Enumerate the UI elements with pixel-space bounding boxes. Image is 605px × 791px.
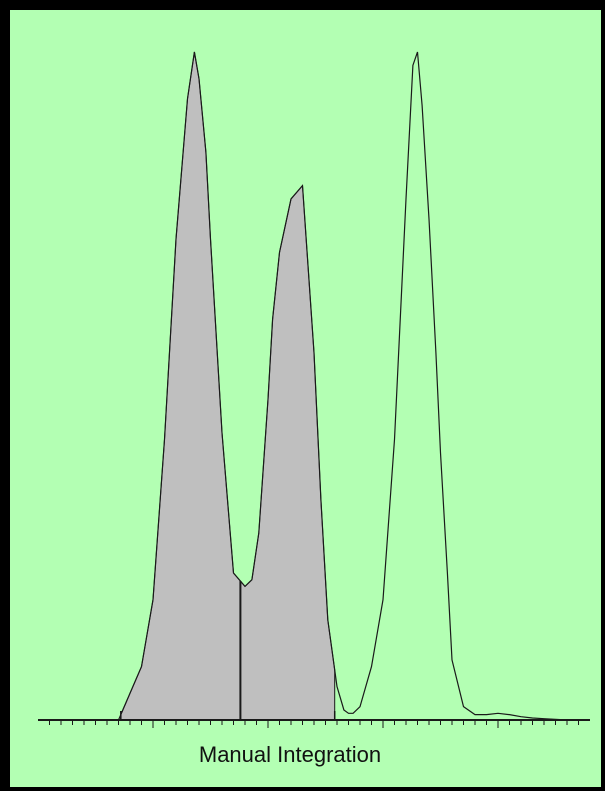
chart-caption: Manual Integration — [198, 742, 382, 767]
x-axis-ticks — [49, 720, 579, 728]
chromatogram-plot — [10, 10, 601, 787]
integration-markers — [120, 581, 336, 721]
chromatogram-trace — [38, 51, 590, 721]
